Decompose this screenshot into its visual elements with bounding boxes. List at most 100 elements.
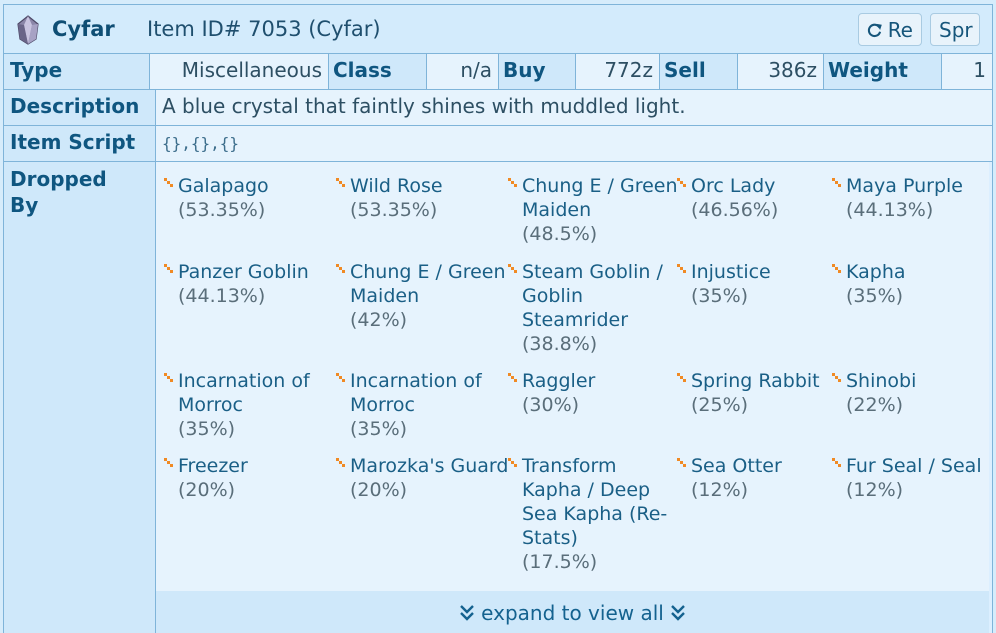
item-titlebar: Cyfar Item ID# 7053 (Cyfar) Re Spr (4, 5, 992, 53)
expand-button[interactable]: expand to view all (155, 591, 989, 633)
weight-label: Weight (823, 54, 941, 89)
monster-drop-item: Galapago (53.35%) (164, 174, 338, 222)
monster-drop-item: Chung E / Green Maiden (48.5%) (508, 174, 682, 246)
monster-name-link[interactable]: Shinobi (846, 370, 917, 392)
monster-drop-item: Spring Rabbit (25%) (677, 369, 831, 417)
monster-name-link[interactable]: Raggler (522, 370, 596, 392)
drop-rate: (53.35%) (350, 199, 438, 221)
drop-bullet-icon (677, 264, 686, 273)
monster-name-link[interactable]: Fur Seal / Seal (846, 455, 982, 477)
drop-bullet-icon (336, 178, 345, 187)
monster-name-link[interactable]: Spring Rabbit (691, 370, 820, 392)
item-id: Item ID# 7053 (Cyfar) (147, 17, 381, 41)
drop-rate: (38.8%) (522, 333, 598, 355)
monster-name-link[interactable]: Panzer Goblin (178, 261, 309, 283)
drop-rate: (12%) (846, 479, 904, 501)
drop-rate: (20%) (350, 479, 408, 501)
drop-rate: (12%) (691, 479, 749, 501)
class-value: n/a (426, 54, 498, 89)
monster-drop-item: Kapha (35%) (832, 260, 996, 308)
monster-name-link[interactable]: Wild Rose (350, 175, 443, 197)
monster-name-link[interactable]: Galapago (178, 175, 269, 197)
item-panel: Cyfar Item ID# 7053 (Cyfar) Re Spr Type … (3, 4, 993, 633)
type-value: Miscellaneous (149, 54, 328, 89)
crystal-icon (17, 15, 39, 45)
dropped-by-label: Dropped By (4, 162, 155, 633)
monster-drop-item: Injustice (35%) (677, 260, 831, 308)
weight-value: 1 (941, 54, 992, 89)
sell-value: 386z (737, 54, 823, 89)
drop-bullet-icon (832, 373, 841, 382)
item-script-text: {},{},{} (155, 126, 992, 161)
description-row: Description A blue crystal that faintly … (4, 89, 992, 125)
monster-name-link[interactable]: Orc Lady (691, 175, 776, 197)
double-chevron-down-icon (460, 605, 475, 621)
monster-drop-item: Panzer Goblin (44.13%) (164, 260, 338, 308)
drop-bullet-icon (832, 178, 841, 187)
drop-rate: (48.5%) (522, 223, 598, 245)
drop-bullet-icon (336, 264, 345, 273)
buy-label: Buy (498, 54, 575, 89)
monster-name-link[interactable]: Chung E / Green Maiden (522, 175, 678, 221)
monster-drop-item: Shinobi (22%) (832, 369, 996, 417)
drop-bullet-icon (336, 458, 345, 467)
drop-bullet-icon (508, 458, 517, 467)
monster-name-link[interactable]: Maya Purple (846, 175, 963, 197)
refresh-label: Re (887, 17, 913, 42)
monster-name-link[interactable]: Steam Goblin / Goblin Steamrider (522, 261, 663, 331)
drop-bullet-icon (164, 458, 173, 467)
monster-name-link[interactable]: Incarnation of Morroc (350, 370, 482, 416)
drop-bullet-icon (677, 458, 686, 467)
sprite-label: Spr (939, 17, 973, 42)
description-text: A blue crystal that faintly shines with … (155, 90, 992, 125)
dropped-by-row: Dropped By Galapago (53.35%) Wild Rose (53.… (4, 161, 992, 633)
drop-bullet-icon (832, 458, 841, 467)
drop-rate: (53.35%) (178, 199, 266, 221)
drop-bullet-icon (164, 373, 173, 382)
double-chevron-down-icon (670, 605, 685, 621)
item-script-label: Item Script (4, 126, 155, 161)
drop-bullet-icon (164, 264, 173, 273)
drop-rate: (35%) (350, 418, 408, 440)
monster-drop-item: Wild Rose (53.35%) (336, 174, 510, 222)
drop-bullet-icon (677, 373, 686, 382)
monster-drop-item: Incarnation of Morroc (35%) (164, 369, 338, 441)
monster-name-link[interactable]: Injustice (691, 261, 771, 283)
drop-bullet-icon (677, 178, 686, 187)
refresh-icon (867, 23, 882, 37)
monster-name-link[interactable]: Freezer (178, 455, 248, 477)
drop-rate: (35%) (691, 285, 749, 307)
monster-drop-item: Fur Seal / Seal (12%) (832, 454, 996, 502)
description-label: Description (4, 90, 155, 125)
class-label: Class (328, 54, 426, 89)
drop-rate: (22%) (846, 394, 904, 416)
monster-drop-item: Chung E / Green Maiden (42%) (336, 260, 510, 332)
monster-name-link[interactable]: Kapha (846, 261, 906, 283)
drop-rate: (44.13%) (846, 199, 934, 221)
drop-rate: (35%) (846, 285, 904, 307)
monster-drop-item: Freezer (20%) (164, 454, 338, 502)
item-script-row: Item Script {},{},{} (4, 125, 992, 161)
drop-bullet-icon (832, 264, 841, 273)
monster-name-link[interactable]: Transform Kapha / Deep Sea Kapha (Re-Sta… (522, 455, 668, 549)
refresh-button[interactable]: Re (858, 13, 922, 46)
monster-name-link[interactable]: Incarnation of Morroc (178, 370, 310, 416)
monster-name-link[interactable]: Marozka's Guard (350, 455, 509, 477)
drop-rate: (44.13%) (178, 285, 266, 307)
monster-name-link[interactable]: Chung E / Green Maiden (350, 261, 506, 307)
monster-drop-item: Maya Purple (44.13%) (832, 174, 996, 222)
drop-rate: (35%) (178, 418, 236, 440)
monster-name-link[interactable]: Sea Otter (691, 455, 782, 477)
dropped-by-label-line2: By (10, 193, 39, 217)
monster-drop-item: Incarnation of Morroc (35%) (336, 369, 510, 441)
monster-drop-item: Marozka's Guard (20%) (336, 454, 510, 502)
drop-rate: (42%) (350, 309, 408, 331)
monster-drop-grid: Galapago (53.35%) Wild Rose (53.35%) Chung E… (155, 162, 989, 591)
drop-rate: (30%) (522, 394, 580, 416)
drop-rate: (17.5%) (522, 551, 598, 573)
drop-bullet-icon (508, 264, 517, 273)
sprite-button[interactable]: Spr (930, 13, 980, 46)
monster-drop-item: Transform Kapha / Deep Sea Kapha (Re-Sta… (508, 454, 682, 574)
drop-bullet-icon (508, 178, 517, 187)
item-info-row: Type Miscellaneous Class n/a Buy 772z Se… (4, 53, 992, 89)
